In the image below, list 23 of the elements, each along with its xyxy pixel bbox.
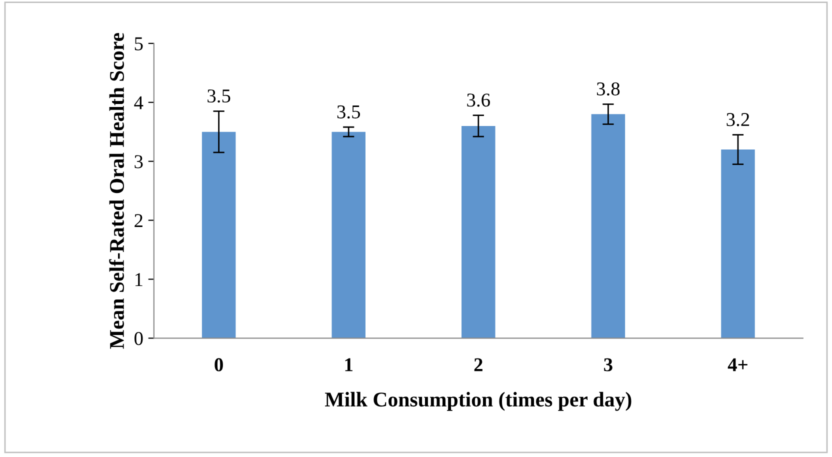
x-tick-label: 0 [214, 358, 223, 372]
y-tick-label: 1 [135, 273, 142, 286]
bar [721, 150, 755, 338]
y-tick-label: 5 [134, 37, 143, 50]
data-label: 3.8 [596, 82, 620, 96]
bar [462, 126, 496, 338]
data-label: 3.6 [467, 94, 490, 107]
data-label: 3.2 [726, 113, 750, 126]
data-label: 3.5 [208, 89, 230, 103]
bar [332, 132, 366, 338]
y-tick-label: 0 [134, 332, 143, 346]
bar [591, 114, 626, 338]
x-tick-label: 4+ [728, 358, 748, 372]
x-tick-label: 3 [604, 358, 612, 372]
y-tick-label: 3 [134, 155, 143, 168]
bar [202, 132, 236, 338]
x-tick-label: 2 [474, 358, 482, 372]
x-tick-label: 1 [345, 358, 352, 372]
y-tick-label: 2 [134, 214, 142, 228]
y-tick-label: 4 [134, 96, 144, 110]
x-axis-title: Milk Consumption (times per day) [325, 392, 632, 411]
y-axis-title: Mean Self-Rated Oral Health Score [109, 32, 124, 349]
data-label: 3.5 [337, 105, 360, 119]
